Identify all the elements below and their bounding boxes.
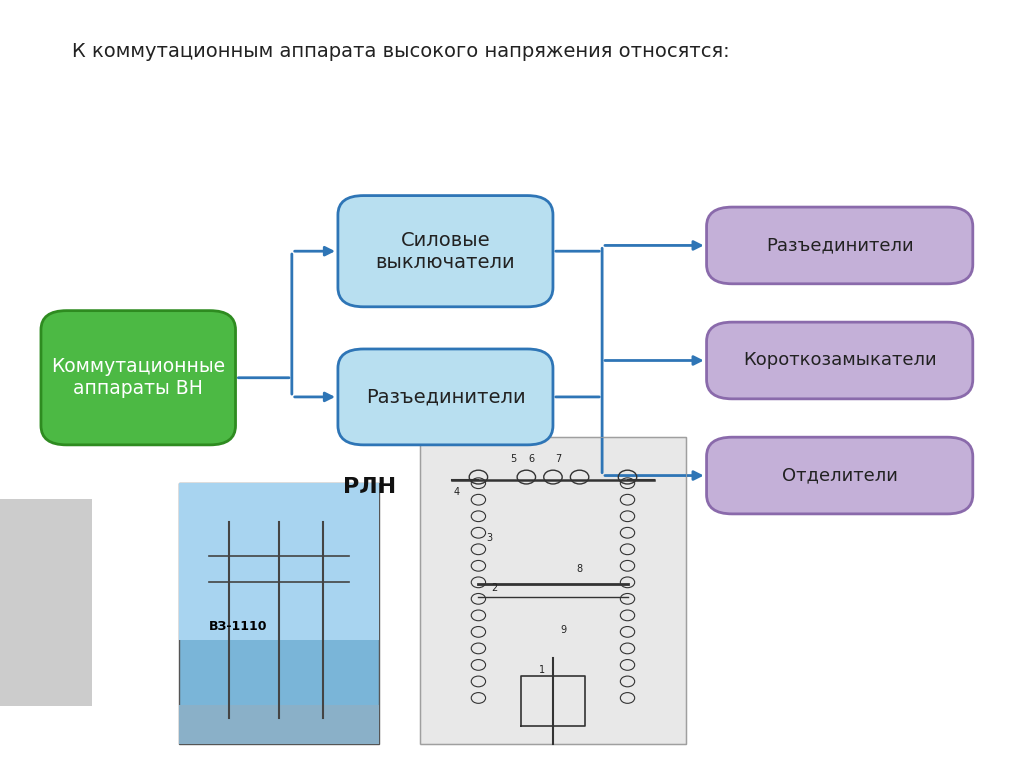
FancyBboxPatch shape	[179, 705, 379, 744]
FancyBboxPatch shape	[179, 483, 379, 744]
Text: К коммутационным аппарата высокого напряжения относятся:: К коммутационным аппарата высокого напря…	[72, 42, 729, 61]
Text: Коммутационные
аппараты ВН: Коммутационные аппараты ВН	[51, 357, 225, 398]
FancyBboxPatch shape	[707, 322, 973, 399]
Text: 3: 3	[486, 533, 493, 544]
Text: Силовые
выключатели: Силовые выключатели	[376, 231, 515, 272]
Text: 2: 2	[492, 582, 498, 593]
Text: Отделители: Отделители	[781, 466, 898, 485]
FancyBboxPatch shape	[420, 437, 686, 744]
FancyBboxPatch shape	[338, 196, 553, 307]
Text: Короткозамыкатели: Короткозамыкатели	[742, 351, 937, 370]
Text: 6: 6	[528, 453, 535, 464]
Text: ВЗ-1110: ВЗ-1110	[209, 621, 267, 633]
Text: РЛН: РЛН	[343, 477, 396, 497]
FancyBboxPatch shape	[707, 207, 973, 284]
Text: Разъединители: Разъединители	[766, 236, 913, 255]
Text: 7: 7	[555, 453, 561, 464]
Text: Разъединители: Разъединители	[366, 387, 525, 407]
FancyBboxPatch shape	[338, 349, 553, 445]
Text: 4: 4	[454, 487, 460, 498]
FancyBboxPatch shape	[707, 437, 973, 514]
FancyBboxPatch shape	[0, 499, 92, 706]
Text: 5: 5	[510, 453, 516, 464]
FancyBboxPatch shape	[179, 483, 379, 640]
Text: 8: 8	[577, 564, 583, 574]
Text: 1: 1	[540, 665, 546, 676]
Text: 9: 9	[560, 625, 566, 636]
FancyBboxPatch shape	[41, 311, 236, 445]
